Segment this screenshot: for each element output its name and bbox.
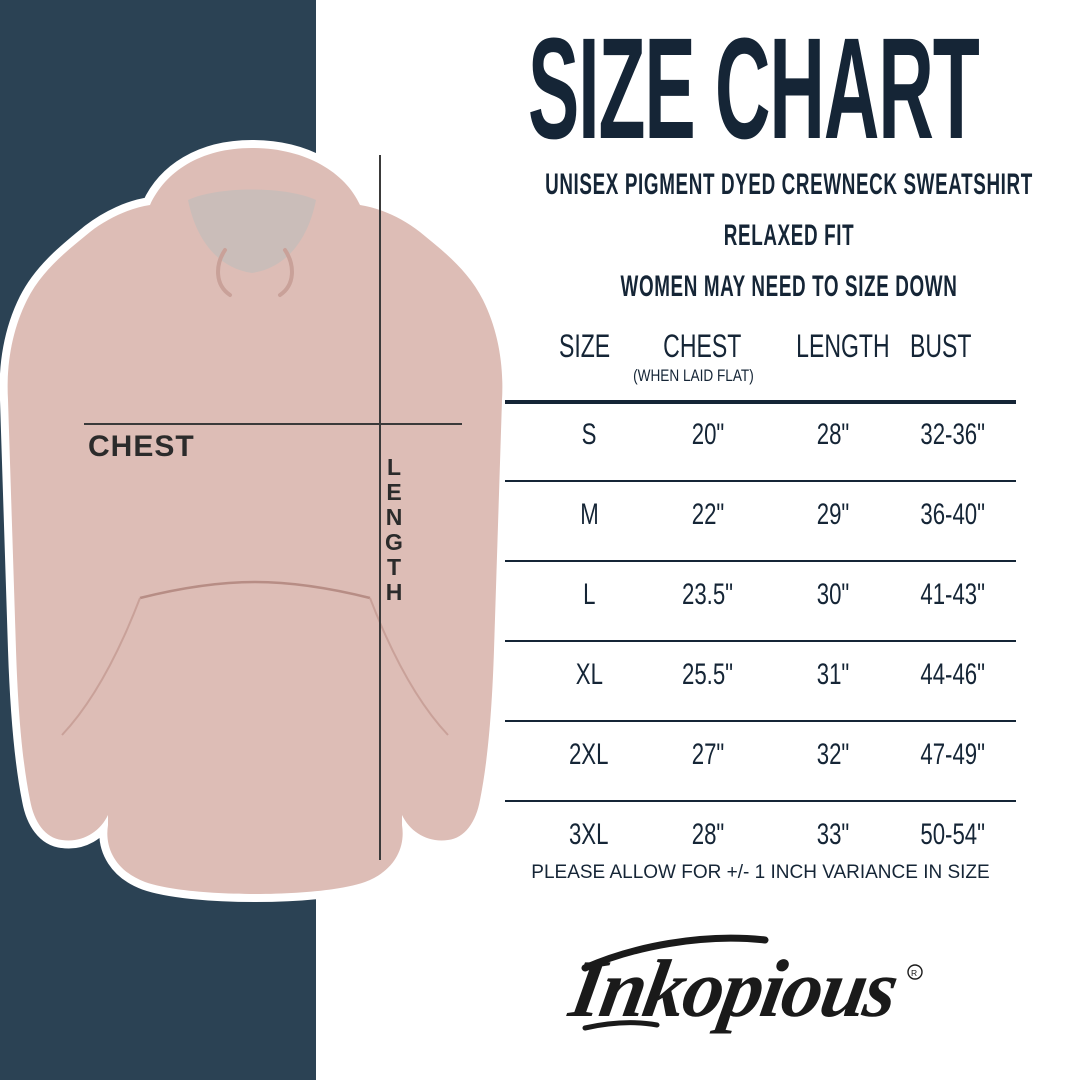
svg-text:R: R (911, 968, 917, 978)
svg-text:Inkopious: Inkopious (563, 943, 904, 1034)
